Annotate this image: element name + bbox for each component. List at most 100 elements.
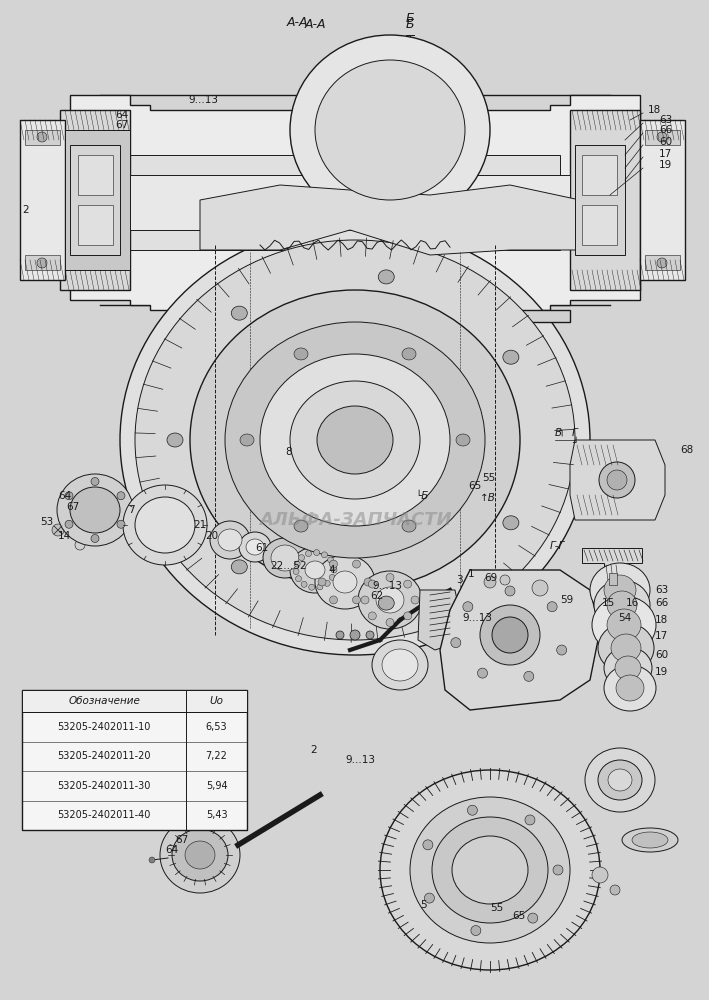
Bar (22, 690, 247, 712)
Circle shape (607, 470, 627, 490)
Text: 22...52: 22...52 (270, 561, 306, 571)
Text: 64: 64 (115, 110, 128, 120)
Circle shape (592, 867, 608, 883)
Ellipse shape (432, 817, 548, 923)
Bar (25, 255, 60, 270)
Circle shape (37, 258, 47, 268)
Circle shape (336, 631, 344, 639)
Circle shape (657, 132, 667, 142)
Circle shape (329, 574, 335, 580)
Ellipse shape (231, 560, 247, 574)
Circle shape (149, 857, 155, 863)
Circle shape (324, 580, 330, 586)
Ellipse shape (317, 406, 393, 474)
Circle shape (480, 605, 540, 665)
Circle shape (386, 618, 394, 626)
Text: 7,22: 7,22 (206, 751, 228, 761)
Bar (609, 573, 617, 585)
Polygon shape (640, 120, 685, 280)
Text: Б: Б (406, 18, 414, 31)
Polygon shape (70, 95, 640, 310)
Ellipse shape (290, 35, 490, 225)
Circle shape (484, 576, 496, 588)
Text: 5,43: 5,43 (206, 810, 228, 820)
Circle shape (117, 492, 125, 500)
Circle shape (330, 564, 337, 570)
Text: 6,53: 6,53 (206, 722, 228, 732)
Ellipse shape (210, 521, 250, 559)
Circle shape (425, 893, 435, 903)
Bar (575, 145, 625, 255)
Ellipse shape (135, 497, 195, 553)
Text: 60: 60 (655, 650, 668, 660)
Polygon shape (65, 130, 130, 270)
Ellipse shape (225, 322, 485, 558)
Ellipse shape (402, 348, 416, 360)
Circle shape (423, 840, 433, 850)
Text: 53205-2402011-20: 53205-2402011-20 (57, 751, 151, 761)
Circle shape (350, 630, 360, 640)
Circle shape (411, 596, 419, 604)
Polygon shape (200, 185, 580, 255)
Text: 67: 67 (115, 120, 128, 130)
Ellipse shape (379, 596, 394, 610)
Polygon shape (582, 548, 642, 598)
Polygon shape (130, 155, 560, 250)
Ellipse shape (456, 434, 470, 446)
Text: Uo: Uo (210, 696, 223, 706)
Ellipse shape (608, 769, 632, 791)
Ellipse shape (503, 516, 519, 530)
Circle shape (65, 492, 73, 500)
Ellipse shape (622, 828, 678, 852)
Text: 64: 64 (165, 845, 178, 855)
Text: 9...13: 9...13 (188, 95, 218, 105)
Ellipse shape (379, 270, 394, 284)
Circle shape (386, 574, 394, 582)
Text: 59: 59 (560, 595, 574, 605)
Circle shape (117, 520, 125, 528)
Ellipse shape (585, 748, 655, 812)
Text: 9...13: 9...13 (372, 581, 402, 591)
Ellipse shape (260, 354, 450, 526)
Text: 66: 66 (655, 598, 669, 608)
Circle shape (321, 552, 328, 558)
Circle shape (547, 602, 557, 612)
Ellipse shape (607, 609, 641, 641)
Circle shape (308, 584, 315, 590)
Text: 19: 19 (659, 160, 672, 170)
Text: 16: 16 (626, 598, 640, 608)
Polygon shape (20, 120, 65, 280)
Ellipse shape (135, 240, 575, 640)
Bar (582, 155, 617, 195)
Text: 55: 55 (490, 903, 503, 913)
Text: 5: 5 (420, 900, 427, 910)
Ellipse shape (120, 225, 590, 655)
Text: 55: 55 (482, 473, 496, 483)
Text: А-А: А-А (286, 15, 308, 28)
Circle shape (313, 550, 320, 556)
Polygon shape (570, 440, 665, 520)
Bar (582, 205, 617, 245)
Circle shape (477, 668, 488, 678)
Ellipse shape (185, 841, 215, 869)
Ellipse shape (382, 649, 418, 681)
Text: 53205-2402011-10: 53205-2402011-10 (57, 722, 151, 732)
Ellipse shape (305, 561, 325, 579)
Circle shape (364, 578, 372, 586)
Text: Обозначение: Обозначение (68, 696, 140, 706)
Text: 17: 17 (655, 631, 669, 641)
Circle shape (352, 596, 360, 604)
Ellipse shape (70, 487, 120, 533)
Text: 60: 60 (659, 137, 672, 147)
Text: 67: 67 (66, 502, 79, 512)
Ellipse shape (263, 538, 307, 578)
Circle shape (296, 576, 301, 582)
Text: 69: 69 (484, 573, 497, 583)
Ellipse shape (616, 675, 644, 701)
Text: Б: Б (406, 11, 414, 24)
Bar (130, 175, 570, 230)
Ellipse shape (372, 640, 428, 690)
Ellipse shape (410, 797, 570, 943)
Polygon shape (60, 110, 130, 290)
Text: ┐: ┐ (558, 427, 564, 437)
